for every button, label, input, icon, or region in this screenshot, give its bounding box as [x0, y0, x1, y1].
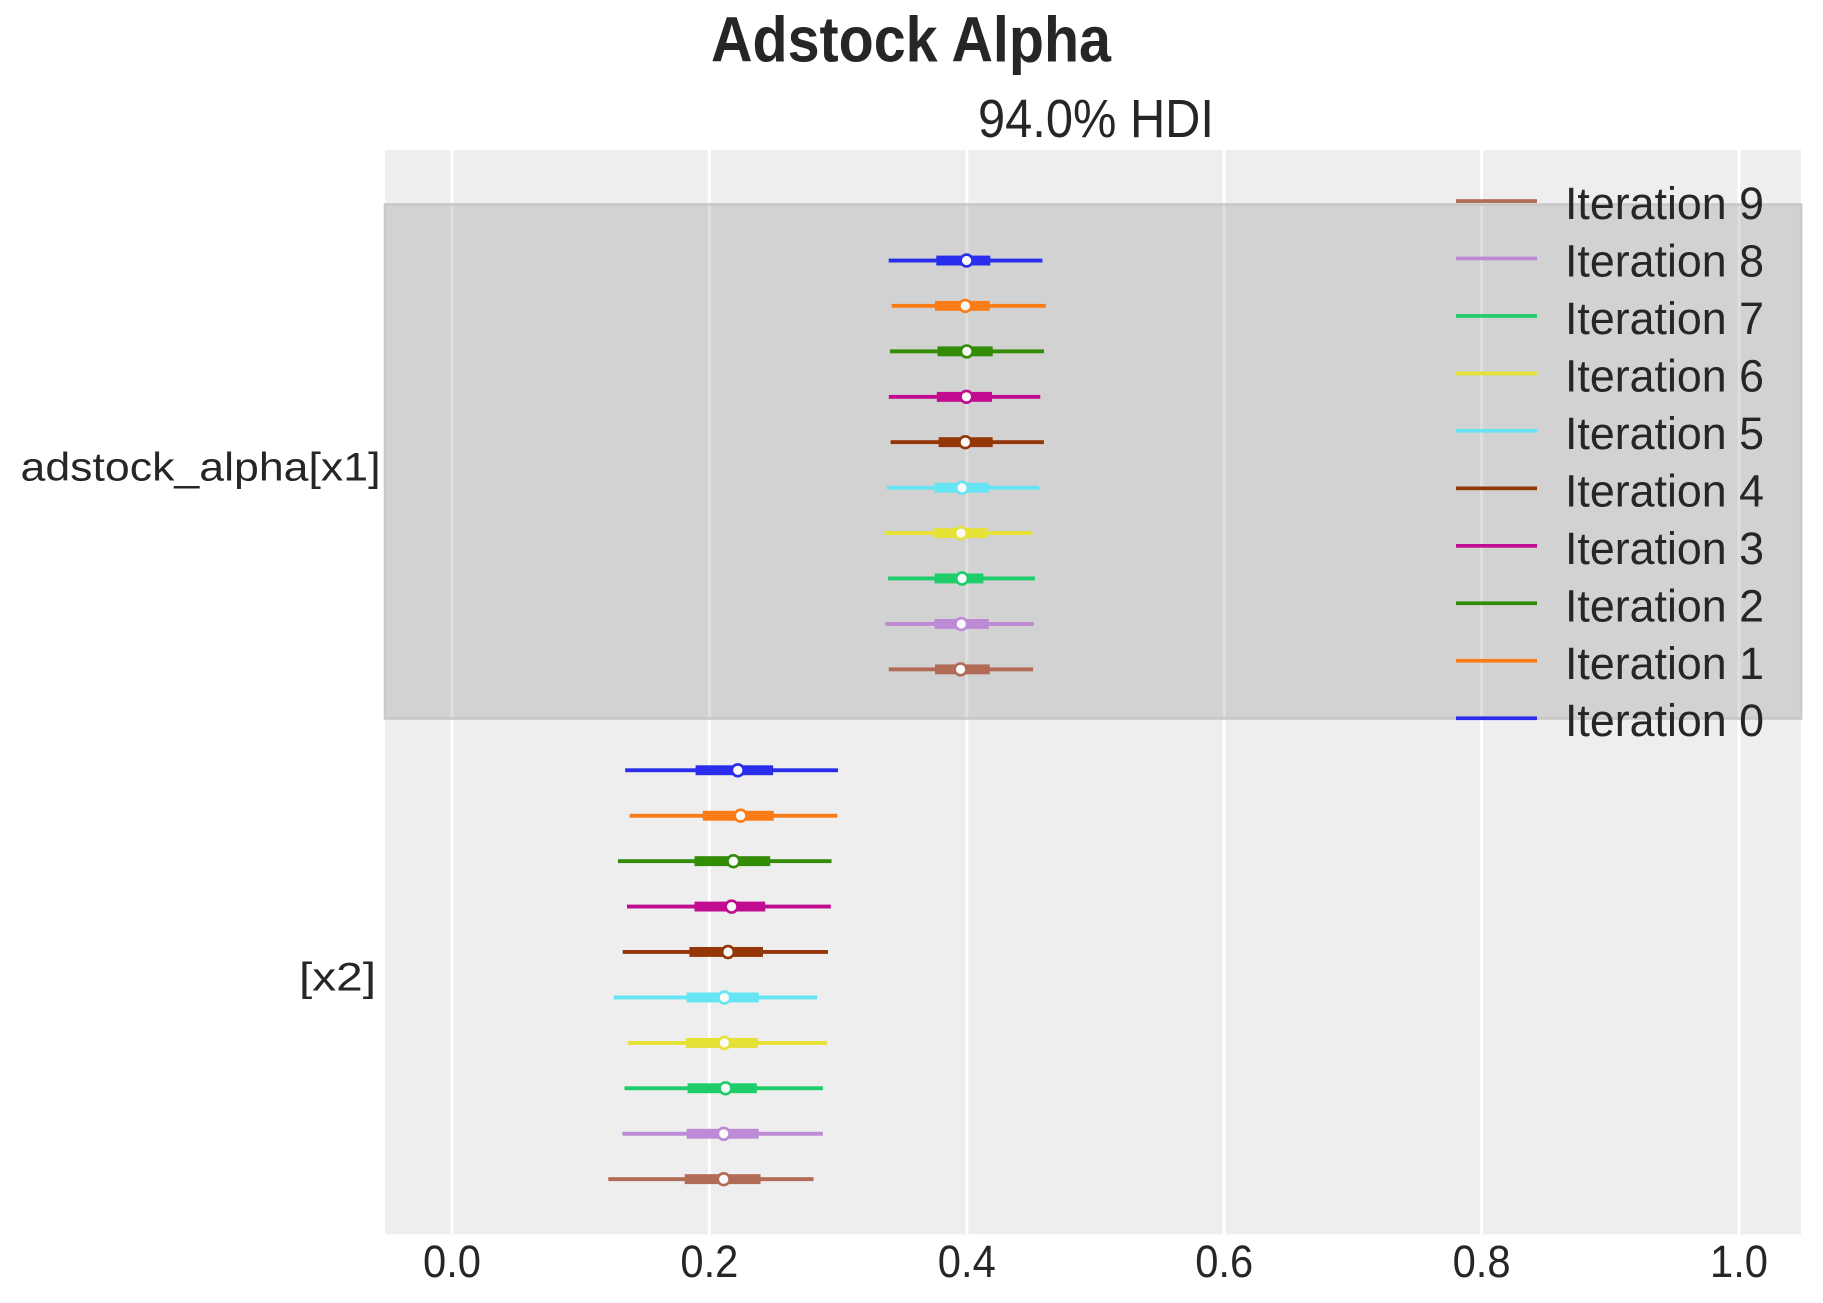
- svg-text:0.2: 0.2: [680, 1236, 738, 1287]
- svg-text:Iteration 9: Iteration 9: [1565, 178, 1764, 229]
- svg-text:0.8: 0.8: [1453, 1236, 1511, 1287]
- svg-text:94.0% HDI: 94.0% HDI: [978, 89, 1214, 149]
- svg-text:0.0: 0.0: [423, 1236, 481, 1287]
- svg-text:0.6: 0.6: [1195, 1236, 1253, 1287]
- svg-text:Iteration 7: Iteration 7: [1565, 293, 1764, 344]
- svg-text:Adstock Alpha: Adstock Alpha: [711, 4, 1111, 76]
- svg-text:Iteration 2: Iteration 2: [1565, 580, 1764, 631]
- svg-text:Iteration 3: Iteration 3: [1565, 523, 1764, 574]
- svg-text:Iteration 0: Iteration 0: [1565, 695, 1764, 746]
- svg-text:adstock_alpha[x1]: adstock_alpha[x1]: [21, 446, 381, 490]
- svg-text:Iteration 4: Iteration 4: [1565, 465, 1764, 516]
- svg-text:[x2]: [x2]: [299, 956, 376, 1000]
- svg-text:Iteration 6: Iteration 6: [1565, 350, 1764, 401]
- svg-text:0.4: 0.4: [938, 1236, 996, 1287]
- svg-text:Iteration 1: Iteration 1: [1565, 638, 1764, 689]
- svg-text:Iteration 5: Iteration 5: [1565, 408, 1764, 459]
- svg-text:1.0: 1.0: [1710, 1236, 1768, 1287]
- svg-text:Iteration 8: Iteration 8: [1565, 236, 1764, 287]
